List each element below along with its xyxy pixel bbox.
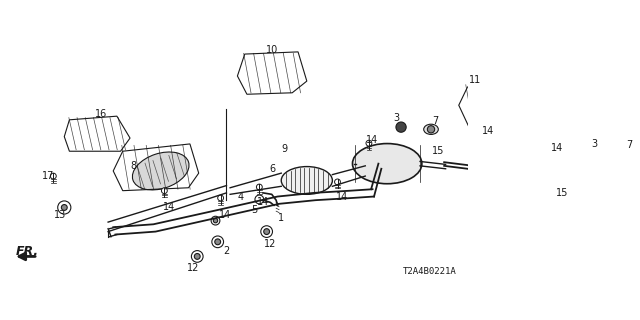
Text: 8: 8 — [131, 161, 137, 171]
Text: 2: 2 — [223, 246, 230, 256]
Text: 3: 3 — [394, 113, 400, 124]
Circle shape — [195, 253, 200, 259]
Text: 14: 14 — [336, 192, 348, 202]
Text: 9: 9 — [282, 144, 288, 154]
Circle shape — [215, 239, 221, 245]
Text: 14: 14 — [219, 210, 231, 220]
Text: 5: 5 — [251, 205, 257, 215]
Circle shape — [548, 144, 554, 150]
Ellipse shape — [515, 153, 595, 189]
Circle shape — [61, 204, 67, 211]
Ellipse shape — [424, 124, 438, 134]
Circle shape — [479, 129, 485, 135]
Text: 14: 14 — [367, 135, 379, 145]
Ellipse shape — [132, 152, 189, 190]
Circle shape — [212, 236, 223, 248]
Circle shape — [51, 173, 56, 179]
Text: 14: 14 — [551, 143, 563, 153]
Ellipse shape — [618, 148, 632, 158]
Text: 13: 13 — [54, 210, 66, 220]
Text: 10: 10 — [266, 45, 278, 55]
Circle shape — [335, 179, 340, 185]
Ellipse shape — [353, 144, 422, 184]
Text: 16: 16 — [95, 109, 107, 119]
Text: 3: 3 — [591, 139, 598, 149]
Text: 14: 14 — [163, 203, 175, 212]
Circle shape — [264, 229, 269, 235]
Text: 15: 15 — [432, 146, 445, 156]
Circle shape — [211, 216, 220, 225]
Circle shape — [191, 251, 203, 262]
Circle shape — [594, 146, 604, 156]
Circle shape — [218, 195, 223, 201]
Text: 6: 6 — [269, 164, 276, 174]
Text: 14: 14 — [482, 126, 494, 136]
Circle shape — [428, 126, 435, 133]
Circle shape — [621, 149, 628, 156]
Circle shape — [366, 140, 372, 146]
Circle shape — [213, 219, 218, 223]
Circle shape — [161, 188, 167, 194]
Text: 17: 17 — [42, 171, 54, 181]
Circle shape — [255, 195, 264, 204]
Text: T2A4B0221A: T2A4B0221A — [403, 267, 456, 276]
Circle shape — [396, 122, 406, 132]
Text: 11: 11 — [468, 75, 481, 85]
Text: 7: 7 — [432, 116, 438, 125]
Circle shape — [260, 226, 273, 237]
Text: 4: 4 — [238, 192, 244, 202]
Text: 7: 7 — [627, 140, 633, 150]
Text: 15: 15 — [556, 188, 569, 198]
Circle shape — [58, 201, 71, 214]
Text: 12: 12 — [188, 263, 200, 273]
Ellipse shape — [281, 167, 332, 194]
Text: 1: 1 — [278, 213, 284, 223]
Text: FR.: FR. — [16, 245, 39, 258]
Text: 12: 12 — [264, 239, 276, 249]
Text: 14: 14 — [257, 197, 269, 207]
Circle shape — [257, 184, 262, 190]
